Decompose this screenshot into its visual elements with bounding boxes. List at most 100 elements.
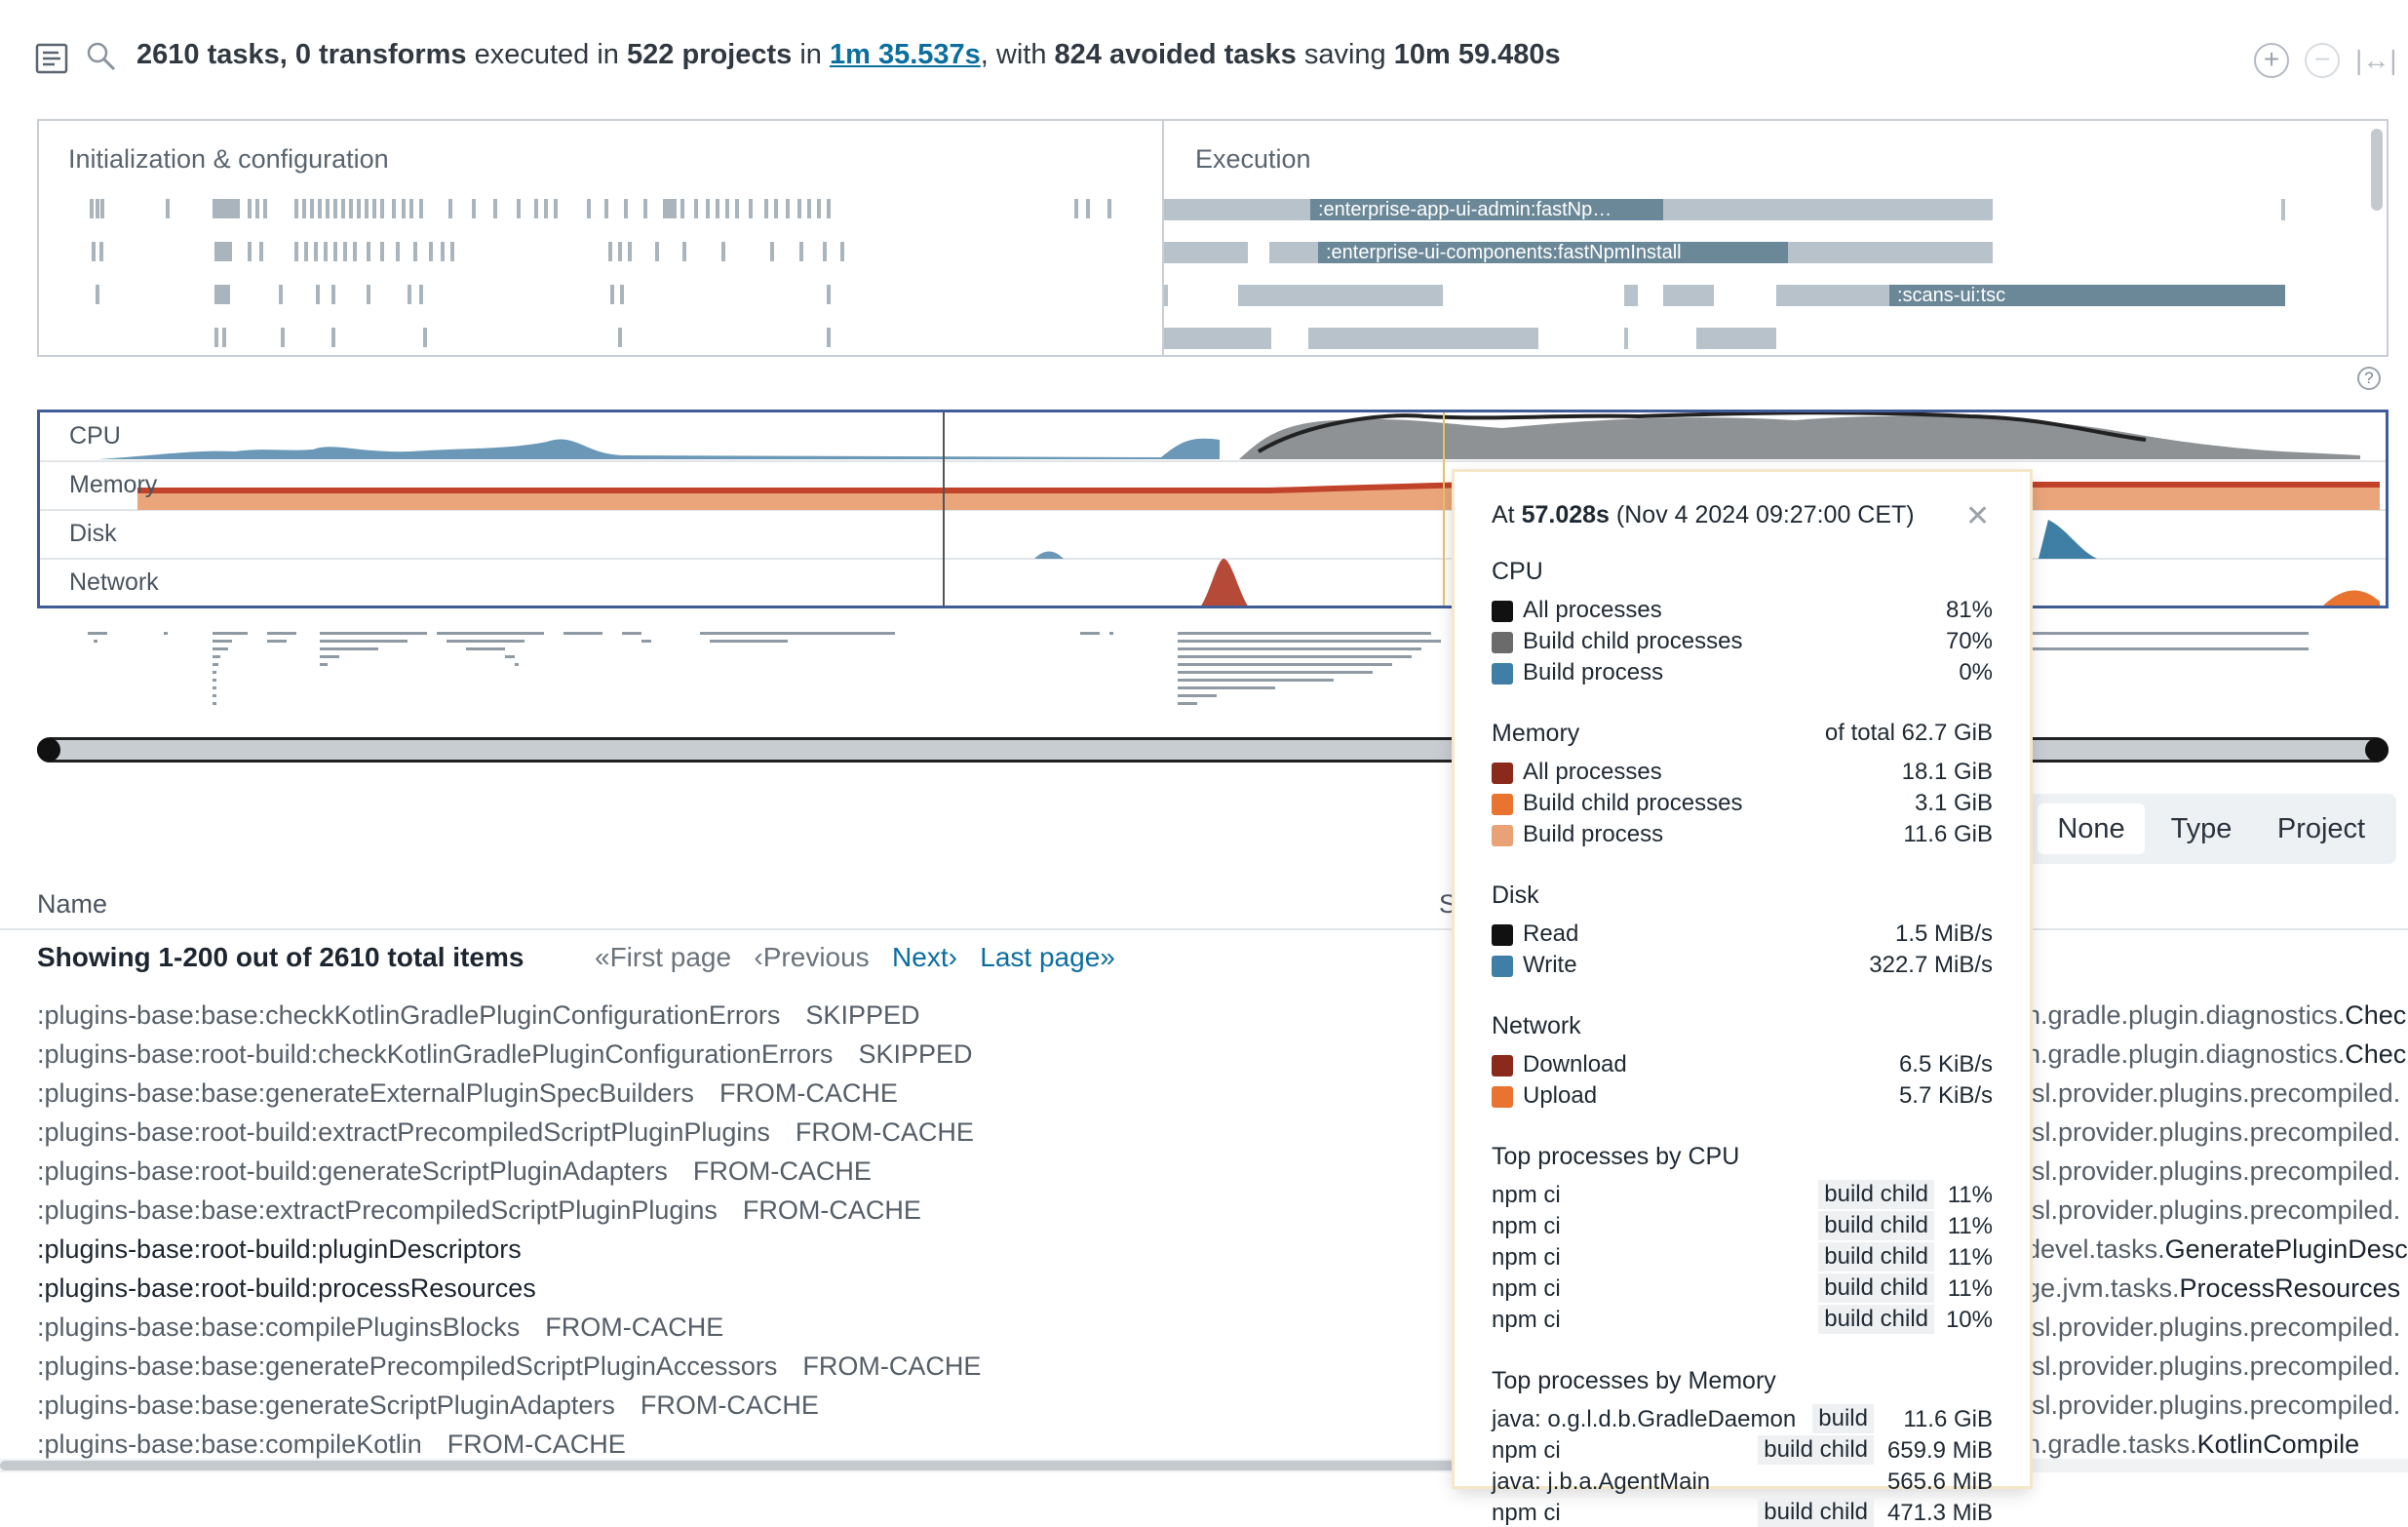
group-by-control: None Type Project	[2026, 794, 2396, 864]
column-header-truncated[interactable]: S	[1439, 889, 1457, 919]
task-type: lsl.provider.plugins.precompiled.	[2026, 1390, 2400, 1421]
process-value: 659.9 MiB	[1886, 1437, 1993, 1464]
memory-item-value: 18.1 GiB	[1901, 759, 1993, 785]
task-type: ge.jvm.tasks.ProcessResources	[2026, 1273, 2400, 1304]
table-row[interactable]: :plugins-base:root-build:checkKotlinGrad…	[37, 1039, 972, 1070]
task-outcome: FROM-CACHE	[742, 1195, 921, 1225]
legend-swatch	[1492, 825, 1513, 846]
task-bar[interactable]	[1318, 242, 1788, 263]
table-row[interactable]: :plugins-base:base:extractPrecompiledScr…	[37, 1195, 921, 1226]
task-bar[interactable]	[1164, 199, 1310, 220]
task-type: lsl.provider.plugins.precompiled.	[2026, 1117, 2400, 1148]
table-row[interactable]: :plugins-base:base:generatePrecompiledSc…	[37, 1351, 981, 1382]
process-name: npm ci	[1492, 1500, 1561, 1526]
group-none-option[interactable]: None	[2038, 803, 2145, 854]
last-page-button[interactable]: Last page»	[980, 942, 1115, 972]
disk-label: Disk	[69, 520, 117, 547]
zoom-in-button[interactable]: +	[2254, 43, 2289, 78]
close-icon[interactable]: ✕	[1965, 500, 1991, 532]
process-name: java: j.b.a.AgentMain	[1492, 1468, 1711, 1495]
task-type-package: lsl.provider.plugins.precompiled.	[2026, 1078, 2401, 1108]
table-row[interactable]: :plugins-base:root-build:processResource…	[37, 1273, 536, 1304]
task-outcome: FROM-CACHE	[719, 1078, 898, 1108]
range-slider-end-handle[interactable]	[2365, 738, 2389, 762]
summary-view-icon[interactable]	[35, 43, 72, 80]
task-bar[interactable]	[1624, 328, 1628, 349]
task-bar[interactable]	[1238, 285, 1443, 306]
task-bar[interactable]	[2281, 199, 2285, 220]
legend-swatch	[1492, 601, 1513, 622]
header-divider	[0, 928, 2408, 930]
table-row[interactable]: :plugins-base:root-build:generateScriptP…	[37, 1156, 872, 1187]
summary-text: , with	[980, 39, 1047, 70]
top-cpu-title: Top processes by CPU	[1492, 1143, 1740, 1170]
date-value: (Nov 4 2024 09:27:00 CET)	[1615, 501, 1915, 529]
task-bar[interactable]	[1663, 199, 1993, 220]
table-row[interactable]: :plugins-base:root-build:pluginDescripto…	[37, 1234, 522, 1265]
horizontal-scrollbar[interactable]	[0, 1459, 2408, 1472]
table-row[interactable]: :plugins-base:base:compileKotlin FROM-CAC…	[37, 1429, 626, 1460]
task-type: n.gradle.plugin.diagnostics.Chec	[2026, 1000, 2406, 1031]
task-bar[interactable]	[1310, 199, 1663, 220]
at-prefix: At	[1492, 501, 1515, 529]
task-bar[interactable]	[1308, 328, 1538, 349]
table-row[interactable]: :plugins-base:base:generateExternalPlugi…	[37, 1078, 898, 1109]
task-bar[interactable]	[1788, 242, 1993, 263]
process-kind-tag: build child	[1758, 1435, 1874, 1465]
execution-panel: Execution :enterprise-app-ui-admin:fastN…	[1162, 119, 2389, 357]
fit-width-icon[interactable]: |↔|	[2355, 45, 2397, 75]
memory-section-title: Memory	[1492, 720, 1580, 747]
range-slider-track[interactable]	[37, 737, 2389, 763]
horizontal-scrollbar-thumb[interactable]	[0, 1461, 1462, 1470]
cpu-section-title: CPU	[1492, 558, 1543, 585]
group-project-option[interactable]: Project	[2276, 813, 2366, 844]
task-path: :plugins-base:base:generateExternalPlugi…	[37, 1078, 694, 1108]
table-row[interactable]: :plugins-base:root-build:extractPrecompi…	[37, 1117, 974, 1148]
help-icon[interactable]: ?	[2357, 367, 2381, 390]
process-value: 11%	[1947, 1182, 1993, 1208]
range-slider-start-handle[interactable]	[37, 738, 60, 762]
transform-count: 0 transforms	[294, 39, 467, 70]
task-path: :plugins-base:root-build:extractPrecompi…	[37, 1117, 770, 1147]
process-kind-tag: build child	[1818, 1180, 1934, 1209]
task-bar-label: :enterprise-app-ui-admin:fastNp…	[1318, 199, 1612, 220]
search-icon[interactable]	[86, 41, 123, 78]
task-type-package: n.gradle.plugin.diagnostics.	[2026, 1039, 2346, 1069]
disk-item-label: Write	[1523, 952, 1577, 978]
table-row[interactable]: :plugins-base:base:generateScriptPluginA…	[37, 1390, 819, 1421]
task-path: :plugins-base:root-build:pluginDescripto…	[37, 1234, 522, 1264]
task-bar[interactable]	[1889, 285, 2285, 306]
task-bar[interactable]	[1164, 285, 1168, 306]
zoom-out-button[interactable]: −	[2305, 43, 2340, 78]
process-kind-tag: build child	[1818, 1305, 1934, 1334]
task-bar[interactable]	[1624, 285, 1638, 306]
task-type: lsl.provider.plugins.precompiled.	[2026, 1078, 2400, 1109]
task-bar[interactable]	[1269, 242, 1318, 263]
task-bar[interactable]	[1776, 285, 1889, 306]
previous-page-button[interactable]: ‹Previous	[754, 942, 870, 972]
cpu-item-value: 0%	[1959, 659, 1993, 685]
first-page-button[interactable]: «First page	[595, 942, 732, 972]
table-row[interactable]: :plugins-base:base:compilePluginsBlocks F…	[37, 1312, 723, 1343]
task-type-package: n.gradle.plugin.diagnostics.	[2026, 1000, 2346, 1030]
task-bar[interactable]	[1663, 285, 1714, 306]
task-type-package: lsl.provider.plugins.precompiled.	[2026, 1312, 2401, 1342]
legend-swatch	[1492, 1055, 1513, 1077]
network-item-label: Upload	[1523, 1082, 1598, 1109]
cpu-label: CPU	[69, 422, 121, 450]
process-name: npm ci	[1492, 1182, 1561, 1208]
cpu-item-value: 70%	[1945, 628, 1993, 654]
resource-usage-graph[interactable]: CPU Memory Disk Network	[37, 410, 2389, 608]
memory-item-label: All processes	[1523, 759, 1662, 785]
task-bar[interactable]	[1164, 242, 1248, 263]
table-row[interactable]: :plugins-base:base:checkKotlinGradlePlug…	[37, 1000, 919, 1031]
task-bar[interactable]	[1696, 328, 1776, 349]
network-label: Network	[69, 568, 159, 596]
panel-scrollbar[interactable]	[2371, 129, 2383, 211]
build-duration-link[interactable]: 1m 35.537s	[829, 39, 981, 70]
name-column-header[interactable]: Name	[37, 889, 108, 919]
group-type-option[interactable]: Type	[2170, 813, 2233, 844]
task-bar[interactable]	[1164, 328, 1271, 349]
next-page-button[interactable]: Next›	[892, 942, 957, 972]
disk-item-label: Read	[1523, 920, 1579, 947]
